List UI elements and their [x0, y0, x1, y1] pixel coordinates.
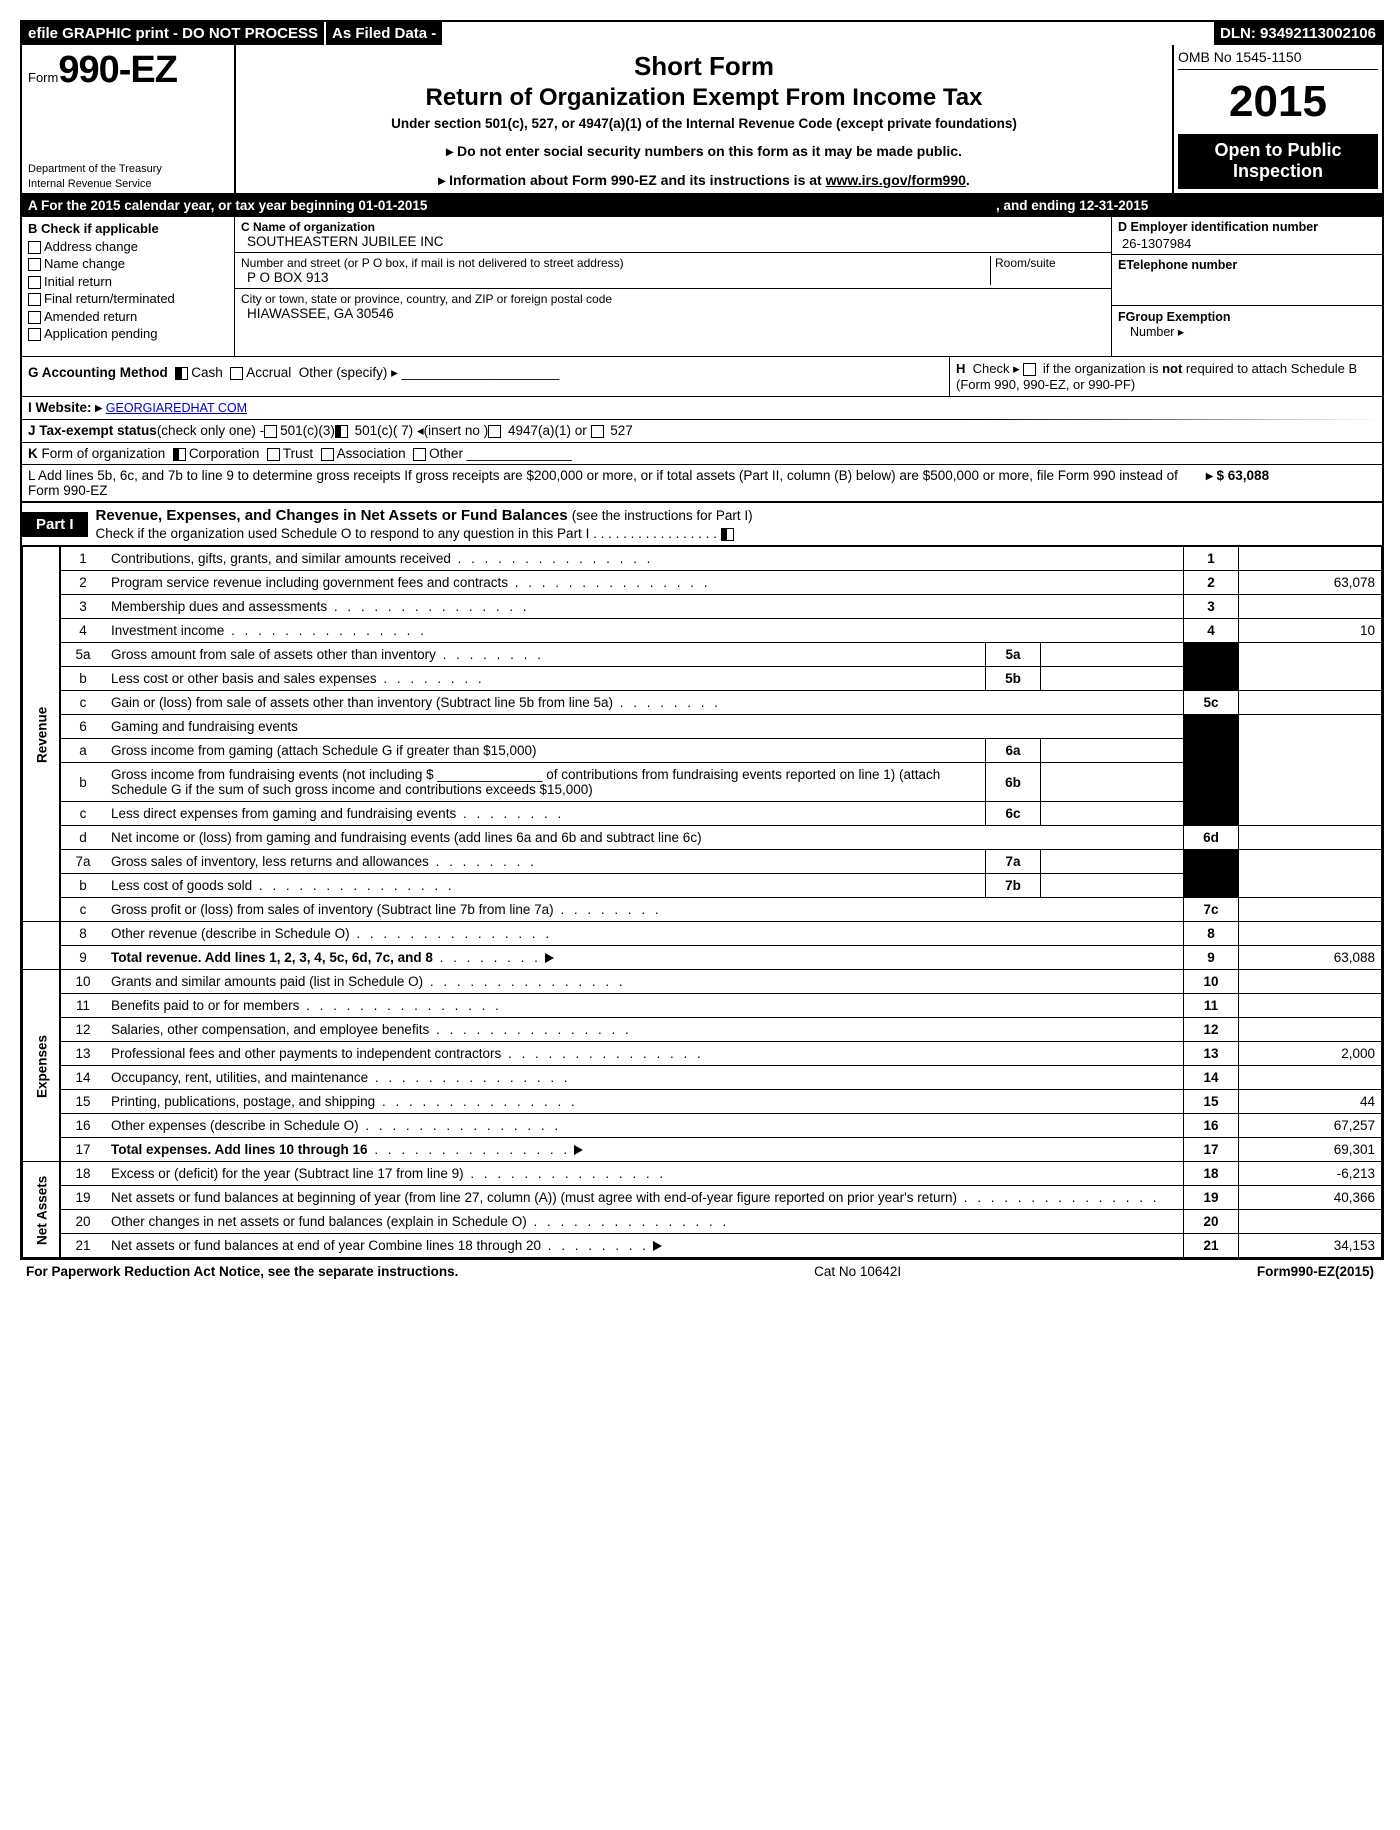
- org-street: P O BOX 913: [241, 270, 990, 285]
- line-18-value: -6,213: [1239, 1162, 1382, 1186]
- part1-header: Part I Revenue, Expenses, and Changes in…: [22, 501, 1382, 546]
- col-C: C Name of organization SOUTHEASTERN JUBI…: [235, 217, 1112, 356]
- line-12-value: [1239, 1018, 1382, 1042]
- ssn-warning: ▸ Do not enter social security numbers o…: [244, 143, 1164, 160]
- as-filed-label: As Filed Data -: [326, 22, 444, 45]
- line-G: G Accounting Method Cash Accrual Other (…: [22, 357, 950, 396]
- line-A: A For the 2015 calendar year, or tax yea…: [22, 195, 1382, 217]
- line-5c-value: [1239, 691, 1382, 715]
- line-L: L Add lines 5b, 6c, and 7b to line 9 to …: [22, 465, 1382, 501]
- irs-label: Internal Revenue Service: [28, 177, 228, 191]
- form-title-1: Short Form: [244, 51, 1164, 82]
- top-bar: efile GRAPHIC print - DO NOT PROCESS As …: [22, 22, 1382, 45]
- line-J: J Tax-exempt status(check only one) -501…: [22, 420, 1382, 443]
- dln: DLN: 93492113002106: [1214, 22, 1382, 45]
- line-H: H Check ▸ if the organization is not req…: [950, 357, 1382, 396]
- arrow-icon: [653, 1241, 662, 1251]
- section-BCDEF: B Check if applicable Address change Nam…: [22, 217, 1382, 357]
- col-DEF: D Employer identification number 26-1307…: [1112, 217, 1382, 356]
- gross-receipts: ▸ $ 63,088: [1206, 468, 1376, 498]
- page-footer: For Paperwork Reduction Act Notice, see …: [20, 1260, 1380, 1283]
- expenses-label: Expenses: [23, 970, 61, 1162]
- line-I: I Website: ▸ GEORGIAREDHAT COM: [22, 397, 1383, 420]
- line-21-value: 34,153: [1239, 1234, 1382, 1258]
- line-14-value: [1239, 1066, 1382, 1090]
- line-13-value: 2,000: [1239, 1042, 1382, 1066]
- open-to-public: Open to Public Inspection: [1178, 134, 1378, 189]
- line-4-value: 10: [1239, 619, 1382, 643]
- form-number: 990-EZ: [58, 49, 177, 91]
- line-K: K Form of organization Corporation Trust…: [22, 443, 1382, 465]
- treasury-dept: Department of the Treasury: [28, 162, 228, 176]
- line-16-value: 67,257: [1239, 1114, 1382, 1138]
- form-word: Form: [28, 70, 58, 85]
- form-subtitle: Under section 501(c), 527, or 4947(a)(1)…: [244, 116, 1164, 131]
- line-9-value: 63,088: [1239, 946, 1382, 970]
- tax-year: 2015: [1178, 70, 1378, 134]
- line-1-value: [1239, 547, 1382, 571]
- line-20-value: [1239, 1210, 1382, 1234]
- irs-link[interactable]: www.irs.gov/form990: [826, 172, 966, 188]
- revenue-label: Revenue: [23, 547, 61, 922]
- line-19-value: 40,366: [1239, 1186, 1382, 1210]
- netassets-label: Net Assets: [23, 1162, 61, 1258]
- form-990ez: efile GRAPHIC print - DO NOT PROCESS As …: [20, 20, 1384, 1260]
- line-3-value: [1239, 595, 1382, 619]
- paperwork-notice: For Paperwork Reduction Act Notice, see …: [26, 1264, 458, 1279]
- form-title-2: Return of Organization Exempt From Incom…: [244, 84, 1164, 112]
- col-B: B Check if applicable Address change Nam…: [22, 217, 235, 356]
- cat-no: Cat No 10642I: [814, 1264, 901, 1279]
- part1-table: Revenue 1 Contributions, gifts, grants, …: [22, 546, 1382, 1258]
- line-8-value: [1239, 922, 1382, 946]
- line-11-value: [1239, 994, 1382, 1018]
- efile-notice: efile GRAPHIC print - DO NOT PROCESS: [22, 22, 326, 45]
- website-link[interactable]: GEORGIAREDHAT COM: [106, 401, 247, 415]
- org-city: HIAWASSEE, GA 30546: [241, 306, 1105, 321]
- line-7c-value: [1239, 898, 1382, 922]
- omb-number: OMB No 1545-1150: [1178, 49, 1378, 70]
- arrow-icon: [574, 1145, 583, 1155]
- line-10-value: [1239, 970, 1382, 994]
- arrow-icon: [545, 953, 554, 963]
- line-6d-value: [1239, 826, 1382, 850]
- line-17-value: 69,301: [1239, 1138, 1382, 1162]
- line-2-value: 63,078: [1239, 571, 1382, 595]
- org-name: SOUTHEASTERN JUBILEE INC: [241, 234, 1105, 249]
- info-text: ▸ Information about Form 990-EZ and its …: [438, 172, 825, 188]
- form-header: Form990-EZ Department of the Treasury In…: [22, 45, 1382, 195]
- ein: 26-1307984: [1118, 234, 1376, 251]
- line-15-value: 44: [1239, 1090, 1382, 1114]
